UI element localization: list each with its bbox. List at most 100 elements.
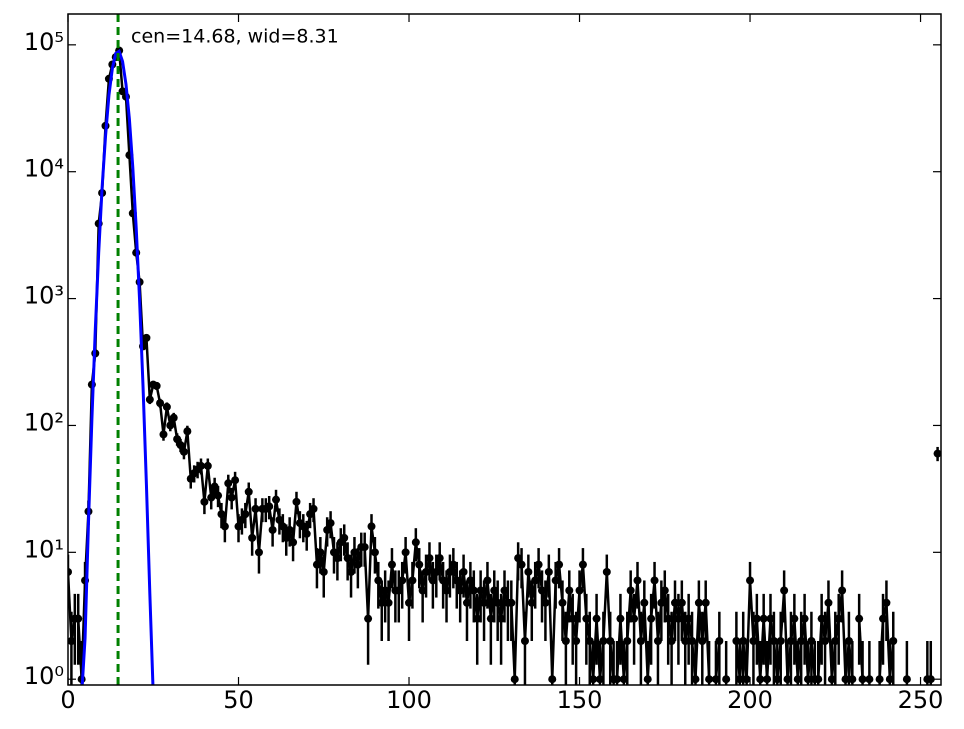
data-point xyxy=(217,510,226,519)
data-point xyxy=(657,598,666,607)
data-point xyxy=(329,548,338,557)
data-point xyxy=(466,576,475,585)
data-point xyxy=(319,567,328,576)
data-point xyxy=(882,598,891,607)
data-point xyxy=(196,461,205,470)
data-point xyxy=(684,614,693,623)
data-point xyxy=(445,567,454,576)
data-point xyxy=(715,637,724,646)
fit-line xyxy=(80,48,155,685)
data-point xyxy=(241,510,250,519)
data-point xyxy=(575,586,584,595)
data-point xyxy=(394,586,403,595)
data-point xyxy=(326,519,335,528)
data-point xyxy=(926,675,935,684)
data-point xyxy=(254,548,263,557)
data-point xyxy=(844,637,853,646)
y-tick-label: 10⁰ xyxy=(24,662,64,690)
data-point xyxy=(565,586,574,595)
data-point xyxy=(74,614,83,623)
data-point xyxy=(623,637,632,646)
data-point xyxy=(595,675,604,684)
data-point xyxy=(848,675,857,684)
data-point xyxy=(732,637,741,646)
data-point xyxy=(490,586,499,595)
data-point xyxy=(875,675,884,684)
data-point xyxy=(347,567,356,576)
y-tick-label: 10⁵ xyxy=(24,28,64,56)
data-point xyxy=(599,637,608,646)
data-point xyxy=(653,637,662,646)
data-point xyxy=(735,675,744,684)
data-point xyxy=(626,586,635,595)
data-point xyxy=(681,637,690,646)
data-point xyxy=(524,567,533,576)
data-point xyxy=(473,614,482,623)
x-tick-label: 50 xyxy=(223,686,254,714)
data-point xyxy=(534,560,543,569)
data-point xyxy=(855,614,864,623)
data-point xyxy=(234,522,243,531)
data-point xyxy=(299,522,308,531)
data-point xyxy=(865,675,874,684)
data-point xyxy=(824,598,833,607)
data-point xyxy=(459,567,468,576)
data-point xyxy=(415,560,424,569)
data-point xyxy=(302,529,311,538)
data-point xyxy=(551,576,560,585)
data-point xyxy=(364,614,373,623)
data-point xyxy=(278,522,287,531)
plot-frame xyxy=(67,13,942,686)
data-point xyxy=(555,560,564,569)
data-point xyxy=(510,675,519,684)
data-point xyxy=(572,637,581,646)
data-point xyxy=(780,586,789,595)
data-point xyxy=(405,598,414,607)
data-point xyxy=(435,554,444,563)
data-point xyxy=(858,675,867,684)
data-point xyxy=(544,567,553,576)
data-point xyxy=(711,675,720,684)
data-point xyxy=(173,435,182,444)
data-point xyxy=(568,614,577,623)
data-point xyxy=(933,449,941,458)
data-point xyxy=(497,614,506,623)
data-point xyxy=(759,614,768,623)
data-point xyxy=(162,402,171,411)
data-point xyxy=(145,395,154,404)
data-point xyxy=(183,427,192,436)
data-point xyxy=(152,381,161,390)
data-point xyxy=(452,576,461,585)
data-point xyxy=(636,637,645,646)
data-point xyxy=(827,675,836,684)
data-point xyxy=(541,598,550,607)
data-point xyxy=(804,675,813,684)
data-point xyxy=(630,614,639,623)
data-point xyxy=(756,675,765,684)
data-point xyxy=(176,441,185,450)
data-point xyxy=(493,598,502,607)
data-point xyxy=(398,576,407,585)
data-point xyxy=(667,637,676,646)
data-point xyxy=(548,675,557,684)
data-point xyxy=(660,586,669,595)
data-point xyxy=(442,586,451,595)
data-point xyxy=(425,554,434,563)
data-point xyxy=(616,614,625,623)
x-tick-label: 250 xyxy=(898,686,944,714)
data-point xyxy=(694,598,703,607)
data-point xyxy=(289,538,298,547)
data-point xyxy=(766,614,775,623)
data-point xyxy=(701,598,710,607)
data-point xyxy=(841,675,850,684)
annotation: cen=14.68, wid=8.31 xyxy=(131,26,339,48)
data-point xyxy=(292,497,301,506)
data-point xyxy=(838,586,847,595)
y-tick-label: 10¹ xyxy=(24,535,64,563)
data-point xyxy=(374,576,383,585)
data-point xyxy=(367,522,376,531)
x-tick-label: 150 xyxy=(557,686,603,714)
data-point xyxy=(483,576,492,585)
